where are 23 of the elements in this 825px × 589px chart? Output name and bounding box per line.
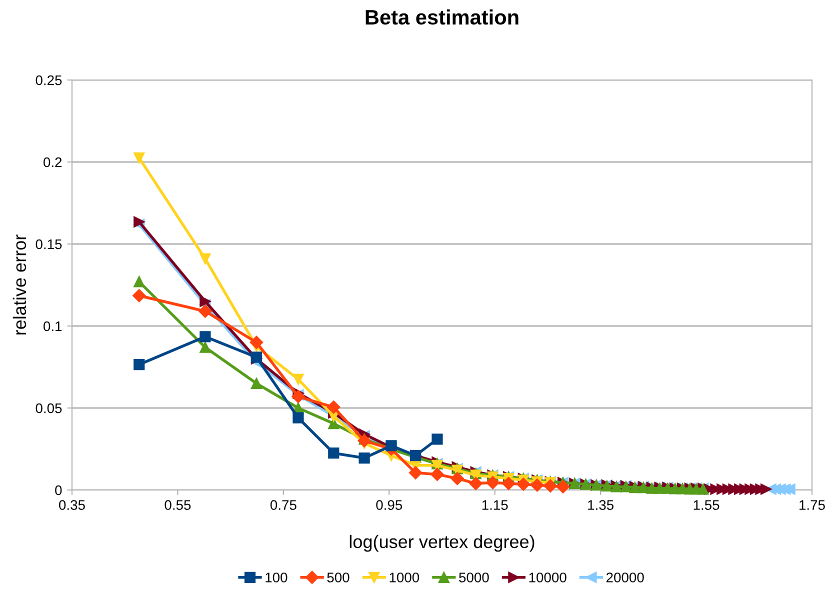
y-tick-label: 0.25 <box>36 75 62 86</box>
x-tick-label: 0.55 <box>164 500 191 510</box>
x-tick-label: 0.75 <box>270 500 296 510</box>
legend-label: 1000 <box>390 572 420 582</box>
legend-label: 500 <box>327 572 350 582</box>
x-tick-label: 1.75 <box>800 500 825 510</box>
x-axis-title: log(user vertex degree) <box>350 534 534 552</box>
x-tick-label: 1.35 <box>588 500 614 510</box>
legend-label: 100 <box>266 572 288 582</box>
x-tick-label: 0.95 <box>376 500 402 510</box>
x-tick-label: 0.35 <box>59 500 85 510</box>
y-tick-label: 0 <box>55 485 62 496</box>
x-tick-label: 1.15 <box>482 500 508 510</box>
legend-label: 5000 <box>459 572 489 582</box>
y-tick-label: 0.1 <box>44 321 62 332</box>
legend-label: 20000 <box>606 572 644 582</box>
y-tick-label: 0.2 <box>44 157 62 168</box>
legend-label: 10000 <box>529 572 566 582</box>
y-axis-title: relative error <box>12 234 26 334</box>
x-tick-label: 1.55 <box>694 500 720 510</box>
y-tick-label: 0.15 <box>36 239 62 250</box>
y-tick-label: 0.05 <box>36 403 62 414</box>
chart-title: Beta estimation <box>366 9 518 25</box>
